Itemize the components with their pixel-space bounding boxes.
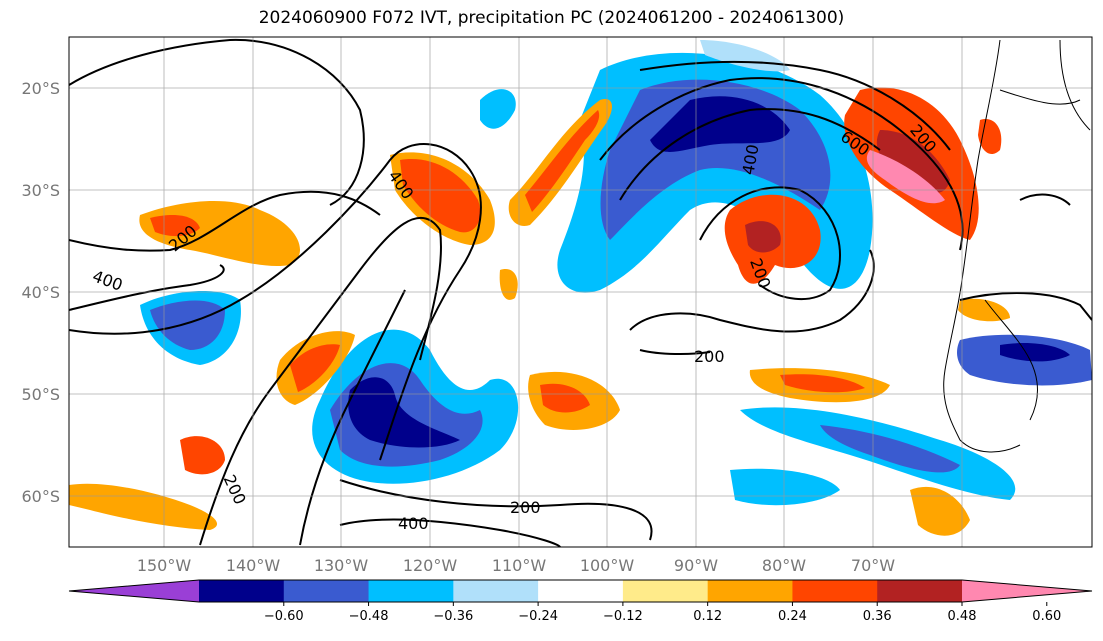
coastline-south-america-west xyxy=(943,39,1021,453)
colorbar-segment xyxy=(453,580,539,602)
colorbar-tick-label: −0.36 xyxy=(433,609,473,624)
contour-line-8 xyxy=(339,518,561,547)
coastline-south-america-inland xyxy=(1059,39,1091,131)
lat-label: 30°S xyxy=(21,181,60,200)
blue-region-north xyxy=(480,89,516,129)
colorbar-tick-label: 0.24 xyxy=(778,609,807,624)
gridlines xyxy=(69,37,1092,547)
colorbar-segment xyxy=(622,580,709,602)
longitude-labels: 150°W 140°W 130°W 120°W 110°W 100°W 90°W… xyxy=(137,556,895,575)
colorbar-tick-label: −0.24 xyxy=(518,609,558,624)
lon-label: 130°W xyxy=(314,556,369,575)
colorbar-segment xyxy=(792,580,878,602)
positive-anomaly-regions xyxy=(69,87,1010,536)
colorbar-extend-high xyxy=(962,580,1092,602)
shaded-fields xyxy=(69,40,1092,536)
colorbar-segment xyxy=(283,580,370,602)
warm-region-west-inner xyxy=(150,215,200,237)
colorbar-tick-label: 0.36 xyxy=(863,609,892,624)
latitude-labels: 20°S 30°S 40°S 50°S 60°S xyxy=(21,79,60,506)
contour-label: 200 xyxy=(510,498,541,517)
lon-label: 100°W xyxy=(580,556,635,575)
lat-label: 40°S xyxy=(21,283,60,302)
contour-line-11 xyxy=(639,60,951,151)
colorbar-tick-label: −0.48 xyxy=(349,609,389,624)
colorbar: −0.60 −0.48 −0.36 −0.24 −0.12 0.12 0.24 0.36 0.4… xyxy=(68,579,1093,624)
map-title: 2024060900 F072 IVT, precipitation PC (2… xyxy=(258,8,845,28)
colorbar-segment xyxy=(538,580,624,602)
lon-label: 140°W xyxy=(226,556,281,575)
warm-region-east-band-inner xyxy=(780,374,865,393)
lat-label: 20°S xyxy=(21,79,60,98)
contour-line-1 xyxy=(69,38,365,206)
contour-line-14 xyxy=(639,349,711,356)
colorbar-segment xyxy=(199,580,285,602)
ivt-contours xyxy=(69,38,1092,547)
colorbar-segment xyxy=(707,580,793,602)
contour-line-6 xyxy=(299,289,406,546)
coastline-south-america-border xyxy=(999,89,1081,105)
warm-region-se xyxy=(910,486,970,536)
colorbar-tick-label: 0.60 xyxy=(1032,609,1061,624)
warm-region-arc-inner xyxy=(525,110,600,212)
colorbar-tick-label: −0.12 xyxy=(603,609,643,624)
contour-line-16 xyxy=(1019,193,1071,206)
contour-line-5 xyxy=(199,216,442,546)
lon-label: 80°W xyxy=(762,556,806,575)
colorbar-extend-low xyxy=(69,580,199,602)
blue-region-south-core xyxy=(348,377,460,448)
warm-region-cutoff-core xyxy=(745,221,781,253)
contour-label: 400 xyxy=(398,514,429,533)
colorbar-tick-label: 0.12 xyxy=(693,609,722,624)
lat-label: 60°S xyxy=(21,487,60,506)
warm-region-central-inner xyxy=(400,159,481,233)
blue-region-west-inner xyxy=(150,300,225,350)
warm-region-left-small xyxy=(180,436,225,475)
blue-region-east-band-inner xyxy=(820,425,960,473)
map-border xyxy=(68,36,1093,548)
warm-region-sw-inner xyxy=(290,344,340,392)
contour-line-13 xyxy=(629,249,875,333)
warm-region-chile-core xyxy=(876,130,950,194)
colorbar-tick-label: −0.60 xyxy=(264,609,304,624)
colorbar-outline xyxy=(68,579,1093,603)
lon-label: 120°W xyxy=(403,556,458,575)
lon-label: 150°W xyxy=(137,556,192,575)
lat-label: 50°S xyxy=(21,385,60,404)
contour-label: 200 xyxy=(694,347,725,366)
coastlines xyxy=(943,39,1091,453)
contour-line-10 xyxy=(619,108,881,201)
contour-line-4 xyxy=(69,143,482,461)
coastline-patagonia xyxy=(984,299,1038,421)
colorbar-segment xyxy=(368,580,454,602)
colorbar-tick-label: 0.48 xyxy=(948,609,977,624)
lon-label: 70°W xyxy=(851,556,895,575)
contour-line-7 xyxy=(339,479,653,541)
warm-region-far-sw xyxy=(69,483,218,530)
contour-line-3 xyxy=(69,264,225,311)
contour-line-2 xyxy=(69,190,381,252)
blue-region-se-core xyxy=(1000,343,1070,362)
contour-line-9 xyxy=(599,77,964,251)
contour-line-12 xyxy=(699,186,841,301)
warm-region-south-inner xyxy=(540,383,590,413)
lon-label: 110°W xyxy=(492,556,547,575)
lon-label: 90°W xyxy=(674,556,718,575)
contour-line-15 xyxy=(959,292,1092,321)
colorbar-segment xyxy=(877,580,963,602)
